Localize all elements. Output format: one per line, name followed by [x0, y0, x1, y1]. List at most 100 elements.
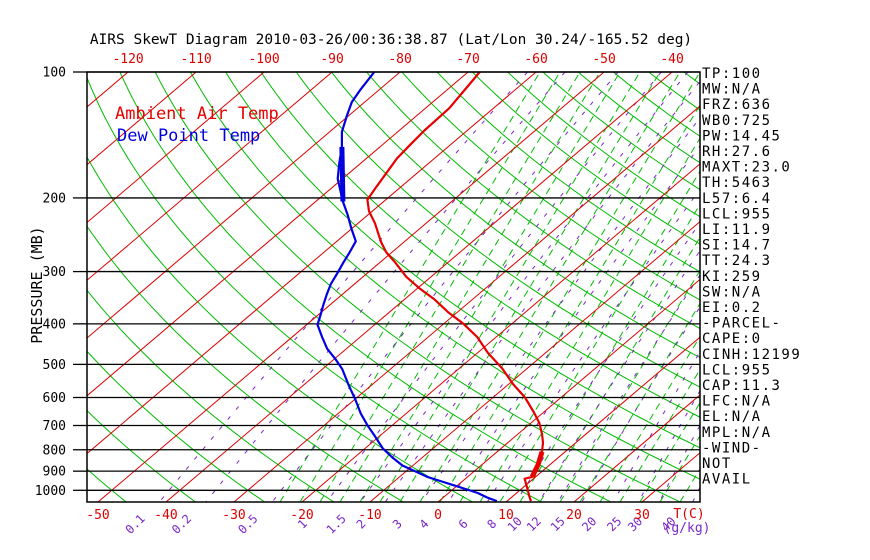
- pressure-tick-label: 900: [43, 465, 66, 480]
- annotation-line: EI:0.2: [702, 300, 762, 316]
- annotation-line: -WIND-: [702, 440, 762, 456]
- temp-tick-label-top: -80: [388, 52, 411, 67]
- dry-adiabat-line: [295, 72, 700, 388]
- isotherm-line: [573, 394, 700, 502]
- dry-adiabat-line: [87, 156, 474, 502]
- saturation-line: [339, 72, 601, 502]
- legend-air-temp-label: Ambient Air Temp: [115, 104, 279, 124]
- mixing-ratio-tick-label: 4: [417, 517, 432, 532]
- temp-tick-label-bottom: -50: [86, 508, 109, 523]
- saturation-line: [279, 72, 541, 502]
- isotherm-line: [301, 163, 700, 502]
- mixing-ratio-tick-label: 8: [484, 517, 499, 532]
- mixing-unit-label: (g/kg): [664, 521, 711, 536]
- saturation-line: [319, 72, 581, 502]
- mixing-ratio-tick-label: 0.1: [123, 512, 148, 537]
- temp-tick-label-bottom: -30: [222, 508, 245, 523]
- annotation-line: RH:27.6: [702, 144, 772, 160]
- mixing-ratio-line: [326, 72, 662, 502]
- annotation-line: LCL:955: [702, 206, 772, 222]
- isotherm-line: [87, 72, 333, 281]
- annotation-line: SI:14.7: [702, 238, 772, 254]
- annotation-panel: TP:100MW:N/AFRZ:636WB0:725PW:14.45RH:27.…: [702, 66, 800, 488]
- temp-tick-label-top: -70: [456, 52, 479, 67]
- dry-adiabat-line: [472, 72, 700, 245]
- annotation-line: TH:5463: [702, 175, 772, 191]
- temp-tick-label-top: -100: [248, 52, 279, 67]
- mixing-ratio-tick-label: 3: [390, 517, 405, 532]
- isotherm-line: [87, 72, 401, 339]
- mixing-ratio-line: [581, 306, 700, 502]
- isotherm-line: [369, 220, 700, 502]
- dry-adiabat-line: [507, 72, 700, 218]
- annotation-line: NOT: [702, 456, 732, 472]
- chart-title: AIRS SkewT Diagram 2010-03-26/00:36:38.8…: [90, 32, 692, 48]
- curve-bold-segment: [339, 146, 346, 202]
- dry-adiabat-line: [542, 72, 700, 191]
- isotherm-line: [97, 72, 605, 502]
- dry-adiabat-line: [87, 468, 127, 502]
- annotation-line: LCL:955: [702, 362, 772, 378]
- annotation-line: EL:N/A: [702, 409, 762, 425]
- dry-adiabat-line: [87, 409, 197, 502]
- mixing-ratio-line: [384, 80, 700, 502]
- temp-tick-label-top: -120: [112, 52, 143, 67]
- mixing-ratio-tick-label: 12: [524, 514, 544, 534]
- pressure-axis-label: PRESSURE (MB): [28, 226, 46, 343]
- curve-bold-segment: [529, 451, 545, 479]
- temp-tick-label-bottom: 30: [634, 508, 650, 523]
- annotation-line: -PARCEL-: [702, 316, 781, 332]
- annotation-line: MPL:N/A: [702, 425, 772, 441]
- annotation-line: LFC:N/A: [702, 394, 772, 410]
- legend-dew-point-label: Dew Point Temp: [117, 126, 260, 146]
- annotation-line: KI:259: [702, 269, 762, 285]
- dew-point-curve: [316, 72, 498, 502]
- annotation-line: MAXT:23.0: [702, 160, 791, 176]
- temp-tick-label-top: -110: [180, 52, 211, 67]
- mixing-ratio-line: [205, 72, 566, 502]
- dry-adiabat-line: [225, 72, 700, 449]
- mixing-ratio-line: [359, 72, 689, 502]
- isotherm-line: [505, 336, 700, 502]
- mixing-ratio-line: [271, 72, 619, 502]
- plot-border: [86, 71, 701, 503]
- mixing-ratio-line: [557, 274, 700, 502]
- temp-tick-label-bottom: -10: [358, 508, 381, 523]
- annotation-line: CAPE:0: [702, 331, 762, 347]
- temp-axis-label: T(C): [673, 507, 704, 522]
- pressure-tick-label: 500: [43, 358, 66, 373]
- saturation-line: [419, 72, 681, 502]
- isotherm-line: [87, 72, 129, 108]
- annotation-line: L57:6.4: [702, 191, 772, 207]
- temp-tick-label-bottom: -20: [290, 508, 313, 523]
- isotherm-line: [233, 105, 700, 502]
- mixing-ratio-tick-label: 15: [548, 514, 568, 534]
- annotation-line: SW:N/A: [702, 284, 762, 300]
- pressure-tick-label: 700: [43, 419, 66, 434]
- dry-adiabat-line: [189, 72, 700, 480]
- annotation-line: PW:14.45: [702, 128, 781, 144]
- temp-tick-label-top: -40: [660, 52, 683, 67]
- temp-tick-label-bottom: 0: [434, 508, 442, 523]
- temp-tick-label-top: -50: [592, 52, 615, 67]
- mixing-ratio-tick-label: 6: [456, 517, 471, 532]
- dry-adiabat-line: [87, 289, 335, 502]
- mixing-ratio-tick-label: 1.5: [324, 512, 349, 537]
- grid-saturation-lines: [279, 72, 700, 502]
- mixing-ratio-line: [538, 249, 700, 502]
- dry-adiabat-line: [331, 72, 700, 359]
- isotherm-line: [87, 72, 537, 455]
- dry-adiabat-line: [87, 225, 405, 502]
- dry-adiabat-line: [87, 350, 266, 502]
- dry-adiabat-line: [366, 72, 700, 330]
- air-temp-curve: [366, 72, 545, 502]
- mixing-ratio-tick-label: 20: [579, 514, 599, 534]
- temp-tick-label-bottom: -40: [154, 508, 177, 523]
- pressure-tick-label: 300: [43, 265, 66, 280]
- annotation-line: MW:N/A: [702, 82, 762, 98]
- isotherm-line: [87, 72, 265, 224]
- annotation-line: TT:24.3: [702, 253, 772, 269]
- temp-tick-label-top: -60: [524, 52, 547, 67]
- temp-tick-label-bottom: 20: [566, 508, 582, 523]
